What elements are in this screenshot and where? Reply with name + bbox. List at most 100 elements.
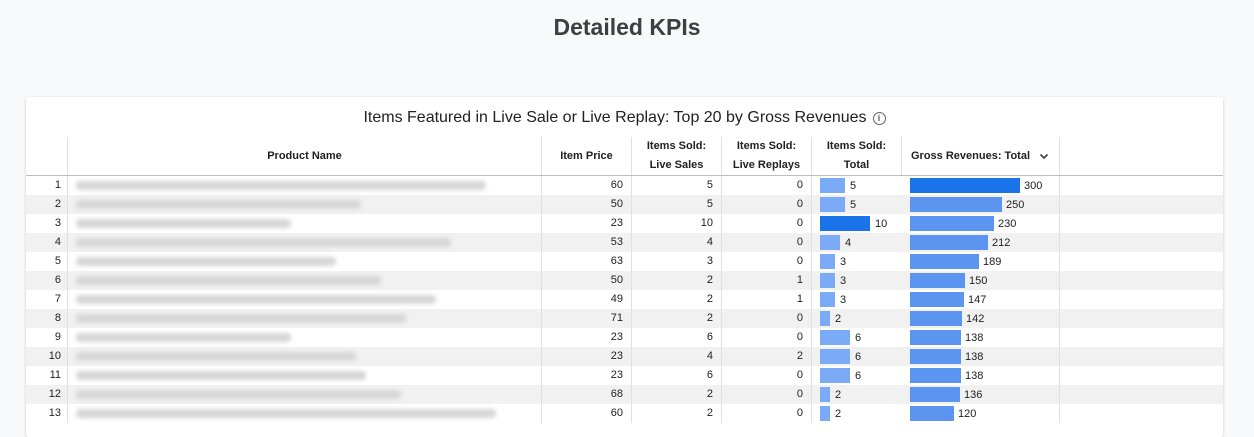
gross-bar xyxy=(910,197,1002,212)
gross-bar-label: 136 xyxy=(964,389,983,401)
table-row[interactable]: 8 71 2 0 2 142 xyxy=(26,309,1223,328)
product-name-cell xyxy=(68,347,542,366)
header-item-price[interactable]: Item Price xyxy=(542,137,632,175)
live-sales-cell: 6 xyxy=(632,328,722,347)
gross-bar xyxy=(910,254,979,269)
gross-bar-label: 142 xyxy=(966,313,985,325)
items-sold-total-cell: 2 xyxy=(812,385,902,404)
items-sold-total-cell: 2 xyxy=(812,309,902,328)
table-title-text: Items Featured in Live Sale or Live Repl… xyxy=(363,109,867,126)
gross-bar-label: 212 xyxy=(992,237,1011,249)
gross-bar xyxy=(910,216,994,231)
gross-revenue-cell: 120 xyxy=(902,404,1060,423)
live-sales-cell: 2 xyxy=(632,309,722,328)
product-name-cell xyxy=(68,328,542,347)
row-rank: 7 xyxy=(26,290,68,309)
table-row[interactable]: 9 23 6 0 6 138 xyxy=(26,328,1223,347)
header-items-sold-live-sales[interactable]: Items Sold: Live Sales xyxy=(632,137,722,175)
item-price-cell: 23 xyxy=(542,347,632,366)
gross-bar xyxy=(910,349,961,364)
live-replays-cell: 0 xyxy=(722,404,812,423)
item-price-cell: 23 xyxy=(542,328,632,347)
gross-revenue-cell: 136 xyxy=(902,385,1060,404)
table-row[interactable]: 10 23 4 2 6 138 xyxy=(26,347,1223,366)
gross-bar-label: 138 xyxy=(965,332,984,344)
header-total-line1: Items Sold: xyxy=(826,140,887,152)
items-sold-total-cell: 3 xyxy=(812,290,902,309)
header-product-name-label: Product Name xyxy=(267,149,342,162)
redacted-product-name xyxy=(76,257,336,266)
item-price-cell: 23 xyxy=(542,214,632,233)
redacted-product-name xyxy=(76,352,356,361)
gross-revenue-cell: 150 xyxy=(902,271,1060,290)
gross-revenue-cell: 138 xyxy=(902,366,1060,385)
gross-bar xyxy=(910,178,1020,193)
redacted-product-name xyxy=(76,238,451,247)
total-bar-label: 2 xyxy=(835,408,842,420)
live-replays-cell: 0 xyxy=(722,214,812,233)
gross-bar-label: 150 xyxy=(969,275,988,287)
live-replays-cell: 0 xyxy=(722,252,812,271)
table-row[interactable]: 2 50 5 0 5 250 xyxy=(26,195,1223,214)
gross-bar xyxy=(910,330,961,345)
table-row[interactable]: 1 60 5 0 5 300 xyxy=(26,176,1223,195)
table-row[interactable]: 3 23 10 0 10 230 xyxy=(26,214,1223,233)
header-items-sold-total[interactable]: Items Sold: Total xyxy=(812,137,902,175)
product-name-cell xyxy=(68,290,542,309)
table-row[interactable]: 4 53 4 0 4 212 xyxy=(26,233,1223,252)
gross-revenue-cell: 230 xyxy=(902,214,1060,233)
gross-revenue-cell: 142 xyxy=(902,309,1060,328)
row-rank: 6 xyxy=(26,271,68,290)
header-live-replays-line2: Live Replays xyxy=(732,159,801,171)
row-rank: 10 xyxy=(26,347,68,366)
sort-descending-icon[interactable] xyxy=(1038,150,1050,162)
total-bar xyxy=(820,216,870,231)
table-row[interactable]: 6 50 2 1 3 150 xyxy=(26,271,1223,290)
gross-revenue-cell: 138 xyxy=(902,328,1060,347)
total-bar xyxy=(820,273,835,288)
redacted-product-name xyxy=(76,333,291,342)
row-rank: 4 xyxy=(26,233,68,252)
table-body: 1 60 5 0 5 300 2 50 5 0 5 250 3 23 10 0 10 230 4 53 4 0 4 212 5 6… xyxy=(26,176,1223,423)
live-replays-cell: 1 xyxy=(722,271,812,290)
gross-bar-label: 138 xyxy=(965,351,984,363)
table-row[interactable]: 7 49 2 1 3 147 xyxy=(26,290,1223,309)
total-bar xyxy=(820,197,845,212)
redacted-product-name xyxy=(76,219,291,228)
item-price-cell: 49 xyxy=(542,290,632,309)
header-product-name[interactable]: Product Name xyxy=(68,137,542,175)
live-sales-cell: 2 xyxy=(632,290,722,309)
redacted-product-name xyxy=(76,390,401,399)
redacted-product-name xyxy=(76,409,496,418)
row-rank: 2 xyxy=(26,195,68,214)
product-name-cell xyxy=(68,385,542,404)
product-name-cell xyxy=(68,309,542,328)
total-bar-label: 5 xyxy=(850,180,857,192)
row-rank: 8 xyxy=(26,309,68,328)
gross-bar xyxy=(910,273,965,288)
redacted-product-name xyxy=(76,200,361,209)
items-sold-total-cell: 3 xyxy=(812,271,902,290)
header-items-sold-live-replays[interactable]: Items Sold: Live Replays xyxy=(722,137,812,175)
table-row[interactable]: 5 63 3 0 3 189 xyxy=(26,252,1223,271)
live-sales-cell: 2 xyxy=(632,385,722,404)
total-bar xyxy=(820,368,850,383)
header-live-replays-line1: Items Sold: xyxy=(736,140,797,152)
item-price-cell: 50 xyxy=(542,195,632,214)
header-gross-revenues[interactable]: Gross Revenues: Total xyxy=(902,137,1060,175)
table-row[interactable]: 13 60 2 0 2 120 xyxy=(26,404,1223,423)
total-bar-label: 2 xyxy=(835,313,842,325)
info-icon[interactable]: i xyxy=(872,112,886,125)
live-replays-cell: 0 xyxy=(722,309,812,328)
table-row[interactable]: 11 23 6 0 6 138 xyxy=(26,366,1223,385)
redacted-product-name xyxy=(76,371,366,380)
gross-revenue-cell: 138 xyxy=(902,347,1060,366)
items-sold-total-cell: 3 xyxy=(812,252,902,271)
gross-revenue-cell: 250 xyxy=(902,195,1060,214)
item-price-cell: 71 xyxy=(542,309,632,328)
header-divider xyxy=(26,175,1223,176)
table-row[interactable]: 12 68 2 0 2 136 xyxy=(26,385,1223,404)
live-replays-cell: 0 xyxy=(722,328,812,347)
gross-bar xyxy=(910,387,960,402)
gross-revenue-cell: 189 xyxy=(902,252,1060,271)
